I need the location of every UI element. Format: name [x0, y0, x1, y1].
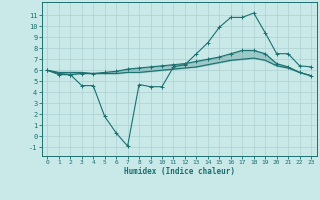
X-axis label: Humidex (Indice chaleur): Humidex (Indice chaleur) — [124, 167, 235, 176]
